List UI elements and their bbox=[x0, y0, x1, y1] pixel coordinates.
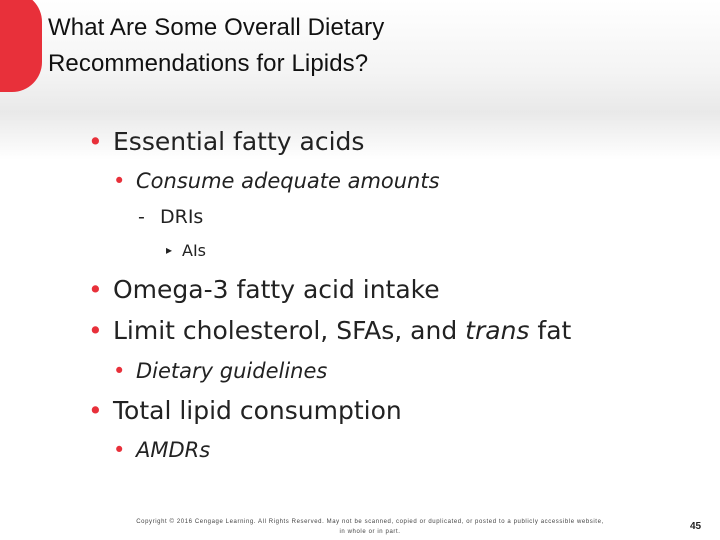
bullet-text: Omega-3 fatty acid intake bbox=[113, 275, 440, 304]
dash-marker: - bbox=[138, 206, 145, 228]
copyright-line-1: Copyright © 2016 Cengage Learning. All R… bbox=[136, 519, 604, 525]
bullet-marker: • bbox=[88, 396, 103, 425]
bullet-essential-fatty-acids: • Essential fatty acids bbox=[88, 127, 364, 157]
title-line-2: Recommendations for Lipids? bbox=[48, 50, 369, 77]
bullet-limit-cholesterol: • Limit cholesterol, SFAs, and trans fat bbox=[88, 316, 571, 346]
bullet-dris: - DRIs bbox=[138, 205, 203, 229]
bullet-text: Essential fatty acids bbox=[113, 127, 365, 156]
bullet-ais: ▸ AIs bbox=[166, 241, 206, 262]
red-accent-shape bbox=[0, 0, 42, 92]
copyright-notice: Copyright © 2016 Cengage Learning. All R… bbox=[100, 517, 640, 537]
bullet-marker: • bbox=[88, 275, 103, 304]
bullet-dietary-guidelines: • Dietary guidelines bbox=[113, 358, 327, 384]
bullet-text: DRIs bbox=[160, 206, 204, 228]
bullet-marker: • bbox=[88, 127, 103, 156]
bullet-text: AIs bbox=[182, 241, 206, 260]
bullet-marker: • bbox=[113, 438, 126, 462]
page-number: 45 bbox=[690, 521, 702, 532]
triangle-marker-icon: ▸ bbox=[166, 243, 173, 257]
bullet-text-emphasis: trans bbox=[465, 316, 530, 345]
bullet-text-after: fat bbox=[529, 316, 572, 345]
bullet-text: Dietary guidelines bbox=[136, 359, 328, 383]
copyright-line-2: in whole or in part. bbox=[339, 529, 401, 535]
bullet-text-before: Limit cholesterol, SFAs, and bbox=[113, 316, 466, 345]
bullet-text: Consume adequate amounts bbox=[136, 169, 440, 193]
bullet-consume-adequate-amounts: • Consume adequate amounts bbox=[113, 168, 440, 194]
header-band bbox=[0, 0, 720, 160]
title-line-1: What Are Some Overall Dietary bbox=[48, 14, 385, 41]
bullet-amdrs: • AMDRs bbox=[113, 437, 210, 463]
bullet-text: Total lipid consumption bbox=[113, 396, 402, 425]
bullet-marker: • bbox=[88, 316, 103, 345]
bullet-text: AMDRs bbox=[136, 438, 211, 462]
slide-title: What Are Some Overall Dietary Recommenda… bbox=[48, 10, 688, 82]
bullet-marker: • bbox=[113, 169, 126, 193]
bullet-marker: • bbox=[113, 359, 126, 383]
bullet-total-lipid-consumption: • Total lipid consumption bbox=[88, 396, 402, 426]
bullet-omega-3-intake: • Omega-3 fatty acid intake bbox=[88, 275, 440, 305]
